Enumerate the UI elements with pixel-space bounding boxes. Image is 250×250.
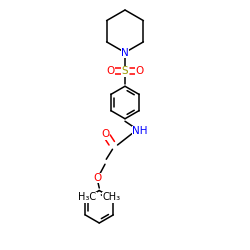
Text: O: O [136,66,143,76]
Text: CH₃: CH₃ [102,192,120,202]
Text: O: O [101,129,109,139]
Text: O: O [106,66,114,76]
Text: H₃C: H₃C [78,192,96,202]
Text: N: N [121,48,129,58]
Text: NH: NH [132,126,148,136]
Text: S: S [122,66,128,76]
Text: O: O [94,173,102,183]
